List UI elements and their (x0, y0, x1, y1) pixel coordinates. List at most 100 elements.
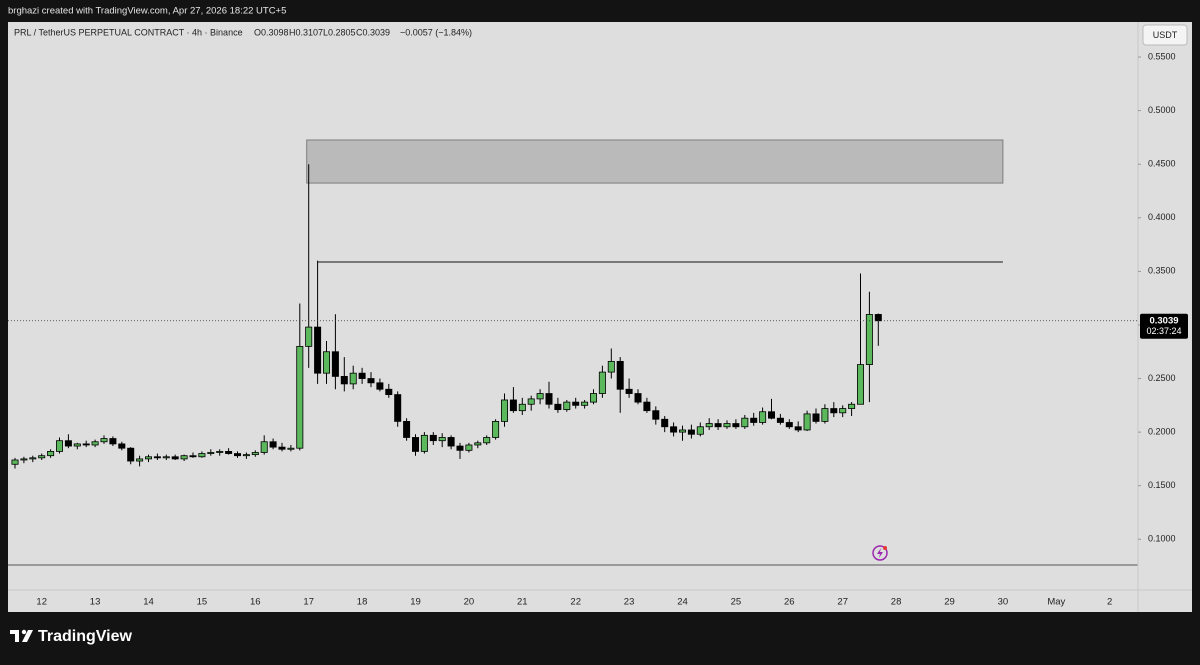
candle-body (109, 438, 117, 445)
candle-body (349, 372, 357, 385)
candle-body (322, 351, 330, 374)
candle-body (581, 401, 589, 406)
candle-body (171, 456, 179, 460)
candle-body (456, 445, 464, 451)
candle-body (483, 437, 491, 444)
y-tick-label: 0.2500 (1148, 373, 1176, 383)
candle-body (385, 388, 393, 396)
candle-body (509, 399, 517, 412)
chart-pane (8, 22, 1192, 612)
candle-body (670, 426, 678, 433)
y-tick-label: 0.1000 (1148, 534, 1176, 544)
candle-body (607, 360, 615, 373)
x-tick-label: 27 (837, 597, 848, 608)
supply-zone (306, 139, 1004, 184)
candle-body (848, 403, 856, 409)
candle-body (305, 326, 313, 347)
candle-body (153, 456, 161, 459)
candle-body (411, 437, 419, 452)
x-tick-label: 2 (1107, 597, 1112, 608)
x-tick-label: 25 (731, 597, 742, 608)
candle-body (741, 417, 749, 428)
candle-body (403, 421, 411, 438)
x-tick-label: 12 (36, 597, 47, 608)
candle-body (776, 417, 784, 423)
candle-body (661, 418, 669, 428)
candle-body (91, 441, 99, 446)
candle-body (251, 452, 259, 456)
candle-body (118, 443, 126, 449)
candle-body (358, 372, 366, 379)
candle-body (47, 451, 55, 457)
candle-body (376, 382, 384, 390)
x-tick-label: 19 (410, 597, 421, 608)
legend-symbol: PRL / TetherUS PERPETUAL CONTRACT · 4h ·… (14, 27, 243, 37)
candle-body (367, 378, 375, 384)
candle-body (563, 401, 571, 411)
candle-body (420, 434, 428, 452)
y-tick-label: 0.1500 (1148, 480, 1176, 490)
candle-body (750, 417, 758, 423)
last-price-box (1140, 313, 1188, 339)
x-tick-label: 16 (250, 597, 261, 608)
x-tick-label: 24 (677, 597, 688, 608)
last-price-label: 0.3039 (1149, 315, 1178, 326)
candle-body (314, 326, 322, 374)
countdown-label: 02:37:24 (1146, 326, 1181, 336)
candle-body (287, 447, 295, 450)
candle-body (536, 393, 544, 400)
candle-body (233, 453, 241, 457)
candle-body (598, 371, 606, 394)
legend-open: O0.3098 (254, 27, 289, 37)
candle-body (20, 458, 28, 461)
candle-body (64, 440, 72, 447)
x-tick-label: 22 (570, 597, 581, 608)
candle-body (136, 458, 144, 462)
candle-body (278, 446, 286, 450)
candle-body (803, 413, 811, 431)
candle-body (492, 421, 500, 438)
candle-body (296, 345, 304, 449)
candle-body (144, 456, 152, 460)
legend: PRL / TetherUS PERPETUAL CONTRACT · 4h ·… (14, 27, 472, 37)
candle-body (216, 451, 224, 453)
x-tick-label: 30 (998, 597, 1009, 608)
x-tick-label: 26 (784, 597, 795, 608)
candle-body (545, 393, 553, 405)
legend-high: H0.3107 (289, 27, 323, 37)
candle-body (857, 364, 865, 405)
candle-body (768, 411, 776, 419)
caption: brghazi created with TradingView.com, Ap… (8, 6, 286, 17)
candle-body (759, 411, 767, 423)
candle-body (874, 314, 882, 322)
candle-body (38, 455, 46, 459)
alert-icon[interactable] (872, 545, 888, 561)
candle-body (865, 314, 873, 366)
y-tick-label: 0.4500 (1148, 159, 1176, 169)
footer-brand: TradingView (38, 628, 133, 645)
candle-body (82, 443, 90, 446)
candle-body (625, 388, 633, 394)
candle-body (100, 438, 108, 443)
legend-change: −0.0057 (−1.84%) (400, 27, 472, 37)
candle-body (785, 422, 793, 428)
candle-body (56, 440, 64, 452)
currency-button[interactable] (1142, 24, 1188, 46)
candle-body (572, 401, 580, 406)
candle-body (340, 375, 348, 385)
candle-body (554, 403, 562, 411)
candle-body (394, 394, 402, 422)
alert-bolt (877, 548, 883, 558)
y-tick-label: 0.4000 (1148, 212, 1176, 222)
x-tick-label: 17 (303, 597, 314, 608)
candle-body (207, 452, 215, 454)
candle-body (260, 441, 268, 453)
candle-body (679, 429, 687, 433)
x-tick-label: 23 (624, 597, 635, 608)
x-tick-label: 20 (464, 597, 475, 608)
candle-body (527, 398, 535, 405)
y-tick-label: 0.5000 (1148, 105, 1176, 115)
x-tick-label: 29 (944, 597, 955, 608)
candle-body (11, 459, 19, 465)
